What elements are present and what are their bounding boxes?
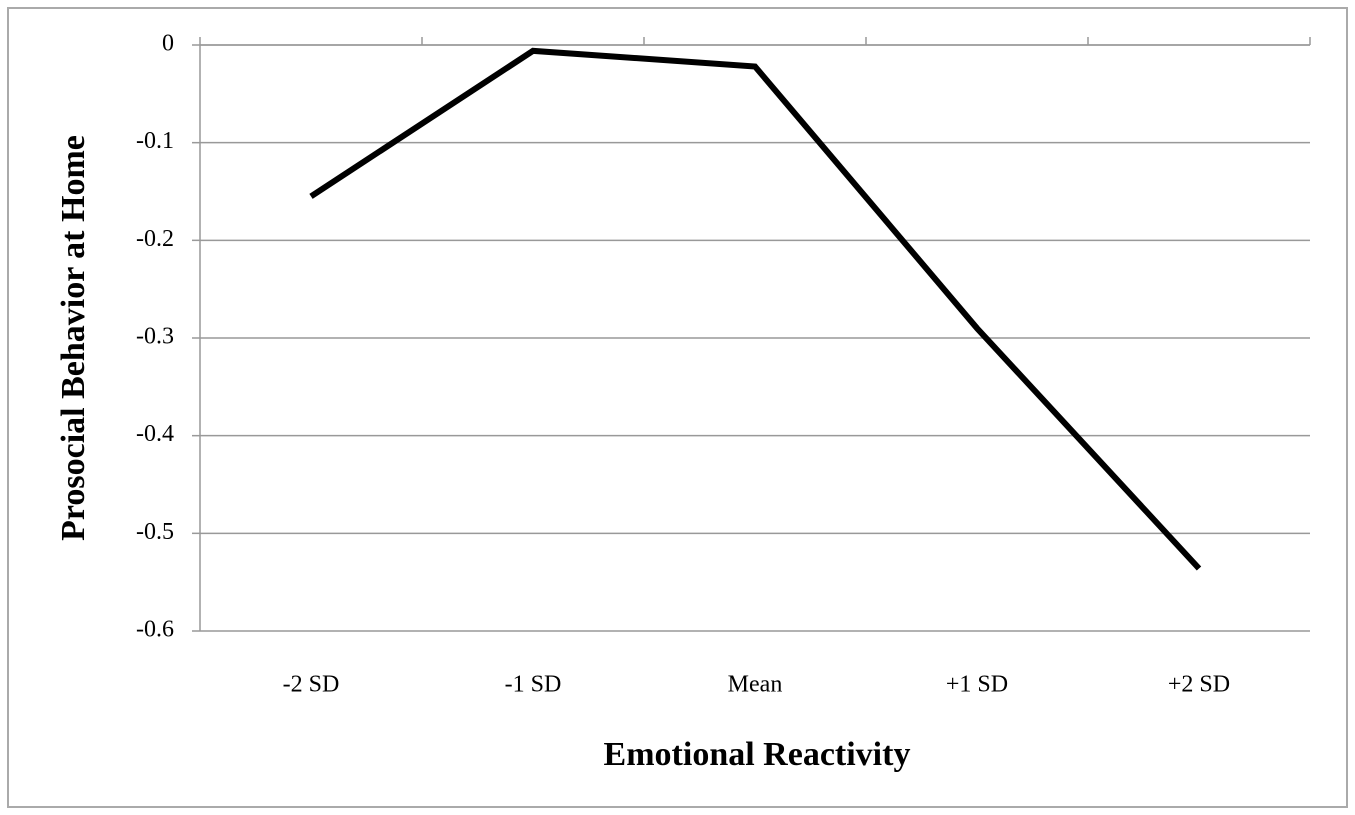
- y-tick-label: -0.4: [136, 421, 174, 447]
- x-axis-title: Emotional Reactivity: [604, 736, 911, 773]
- y-tick-label: -0.1: [136, 128, 174, 154]
- x-tick-label: +1 SD: [946, 672, 1008, 698]
- y-tick-label: -0.5: [136, 519, 174, 545]
- x-tick-label: -1 SD: [505, 672, 562, 698]
- x-tick-label: +2 SD: [1168, 672, 1230, 698]
- x-tick-label: Mean: [728, 672, 783, 698]
- y-tick-label: -0.3: [136, 324, 174, 350]
- y-tick-label: 0: [162, 31, 174, 57]
- y-tick-label: -0.2: [136, 226, 174, 252]
- chart-frame: [7, 7, 1348, 808]
- line-series: [309, 47, 1202, 571]
- x-tick-label: -2 SD: [283, 672, 340, 698]
- y-tick-label: -0.6: [136, 617, 174, 643]
- y-axis-title: Prosocial Behavior at Home: [55, 135, 92, 541]
